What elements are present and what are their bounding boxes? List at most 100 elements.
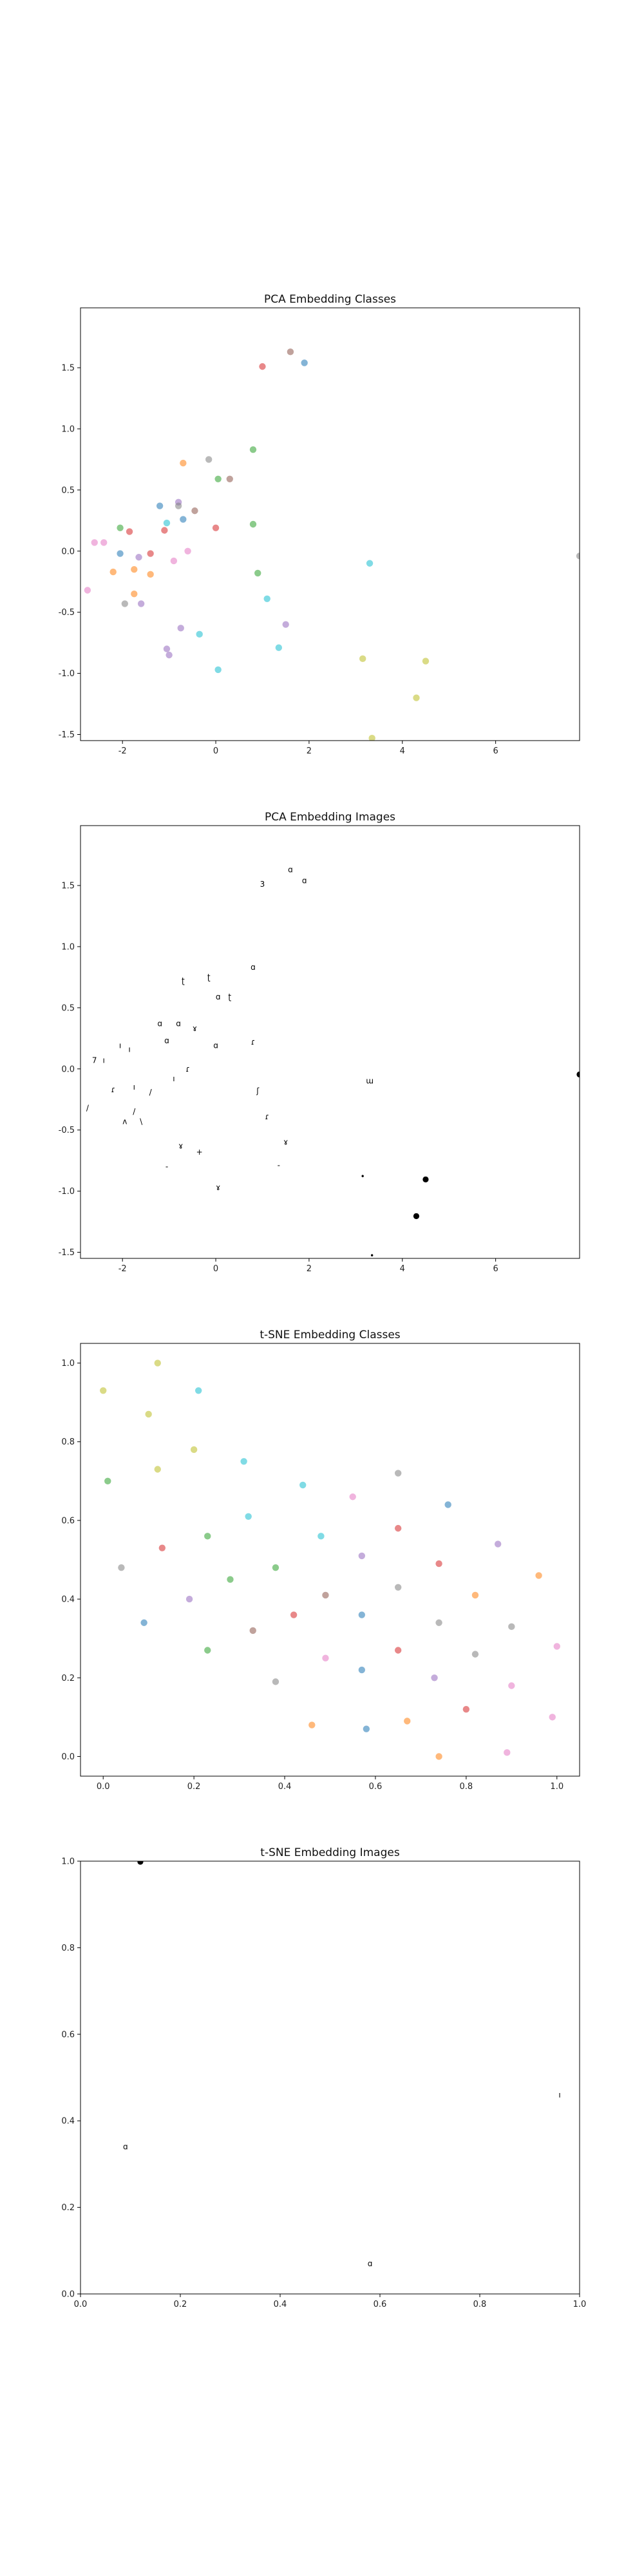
image-thumbnail-point: ɑ [302, 876, 307, 885]
scatter-point [205, 456, 213, 463]
scatter-point [177, 625, 184, 632]
scatter-point [118, 1564, 125, 1571]
x-tick-label: 0.8 [460, 1782, 473, 1792]
scatter-point [275, 644, 283, 651]
x-tick-label: 0.4 [278, 1782, 292, 1792]
scatter-point [191, 507, 198, 515]
image-thumbnail-point: ɤ [216, 1183, 220, 1192]
y-tick-label: 0.0 [61, 2290, 75, 2300]
subplot-2: PCA Embedding Images -2 0 2 4 6 1.5 1.0 0.5 0.0 -0… [59, 811, 580, 1274]
scatter-point [91, 539, 98, 546]
subplot-1: PCA Embedding Classes -2 0 2 4 6 1.5 1.0 0.5 0.0 -… [59, 293, 580, 756]
y-tick-label: -1.5 [59, 730, 75, 740]
image-thumbnail-point: \ [140, 1117, 143, 1126]
scatter-point [194, 1387, 202, 1394]
scatter-point [444, 1501, 451, 1508]
scatter-point [358, 1552, 366, 1560]
scatter-point [154, 1466, 161, 1473]
image-thumbnail-point: ɤ [178, 1141, 183, 1150]
x-tick-label: 0.8 [473, 2300, 487, 2309]
scatter-point [135, 554, 142, 561]
scatter-point [504, 1749, 511, 1756]
data-points: ● ɑ ɑ ı [123, 1861, 561, 2268]
scatter-point [272, 1564, 279, 1571]
scatter-point [131, 566, 138, 573]
scatter-point [366, 560, 374, 567]
scatter-point [299, 1481, 307, 1489]
scatter-point [227, 1576, 234, 1583]
image-thumbnail-point: 3 [260, 880, 265, 889]
scatter-point [494, 1540, 502, 1548]
image-thumbnail-point: ɑ [288, 865, 293, 874]
scatter-point [259, 363, 266, 370]
image-thumbnail-point: ı [133, 1083, 135, 1092]
scatter-point [190, 1446, 198, 1454]
scatter-point [163, 519, 171, 527]
scatter-point [576, 553, 580, 560]
y-tick-label: 1.5 [61, 882, 75, 891]
scatter-point [145, 1410, 152, 1418]
x-tick-label: 0.2 [187, 1782, 201, 1792]
scatter-point [226, 475, 233, 482]
scatter-point [84, 587, 91, 594]
scatter-point [363, 1725, 370, 1732]
scatter-point [249, 1627, 256, 1634]
scatter-point [214, 475, 222, 482]
scatter-point [301, 359, 308, 366]
scatter-point [287, 348, 294, 355]
scatter-point [214, 666, 222, 674]
image-thumbnail-point: 7 [92, 1056, 97, 1065]
scatter-point [156, 502, 164, 509]
x-tick-label: 0.4 [274, 2300, 287, 2309]
image-thumbnail-point: ı [119, 1041, 121, 1050]
image-thumbnail-point: ɾ [251, 1037, 255, 1046]
x-tick-label: 4 [400, 746, 405, 756]
chart-title: t-SNE Embedding Classes [260, 1329, 400, 1341]
scatter-point [394, 1647, 402, 1654]
scatter-point [121, 600, 129, 607]
scatter-point [175, 502, 182, 509]
chart-title: t-SNE Embedding Images [260, 1846, 400, 1859]
image-thumbnail-point: ɤ [193, 1024, 197, 1033]
scatter-point [117, 524, 124, 531]
subplot-4: t-SNE Embedding Images 0.0 0.2 0.4 0.6 0.8 1.0… [61, 1846, 586, 2309]
data-points: /7 ıɾıʌıı/\/ɑɑ-ıɑɤʈɾɤ+ʈɑɑɤʈɑɾʃ3ɾ-ɤɑɑ•ɯ•●●… [86, 865, 580, 1258]
scatter-point [204, 1533, 211, 1540]
image-thumbnail-point: ● [422, 1175, 429, 1184]
scatter-point [147, 571, 154, 578]
x-tick-label: 0.6 [369, 1782, 383, 1792]
axes-frame [80, 1343, 580, 1777]
x-tick-label: 0 [213, 1264, 218, 1274]
image-thumbnail-point: - [166, 1162, 168, 1171]
y-tick-label: 0.8 [61, 1944, 75, 1953]
image-thumbnail-point: ʈ [228, 992, 231, 1001]
scatter-point [349, 1493, 356, 1501]
scatter-point [435, 1619, 442, 1626]
image-thumbnail-point: ʈ [207, 972, 211, 981]
axes-frame [80, 307, 580, 741]
image-thumbnail-point: + [196, 1148, 203, 1157]
axes-frame [80, 1861, 580, 2295]
image-thumbnail-point: / [86, 1104, 90, 1113]
image-thumbnail-point: ɑ [164, 1036, 169, 1045]
x-tick-label: 6 [493, 1264, 498, 1274]
scatter-point [308, 1721, 316, 1728]
x-tick-label: 4 [400, 1264, 405, 1274]
scatter-point [471, 1591, 479, 1599]
y-tick-label: 0.5 [61, 1003, 75, 1013]
scatter-point [140, 1619, 147, 1626]
y-tick-label: 1.5 [61, 364, 75, 374]
scatter-point [549, 1714, 556, 1721]
y-tick-label: 0.2 [61, 2203, 75, 2213]
scatter-point [508, 1623, 515, 1631]
scatter-point [435, 1560, 442, 1567]
x-tick-label: 2 [307, 746, 312, 756]
data-points [100, 1359, 560, 1760]
scatter-point [163, 645, 171, 652]
subplot-3: t-SNE Embedding Classes 0.0 0.2 0.4 0.6 0.8 1.… [61, 1329, 580, 1792]
scatter-point [394, 1524, 402, 1532]
scatter-point [535, 1572, 542, 1579]
axes-frame [80, 825, 580, 1259]
